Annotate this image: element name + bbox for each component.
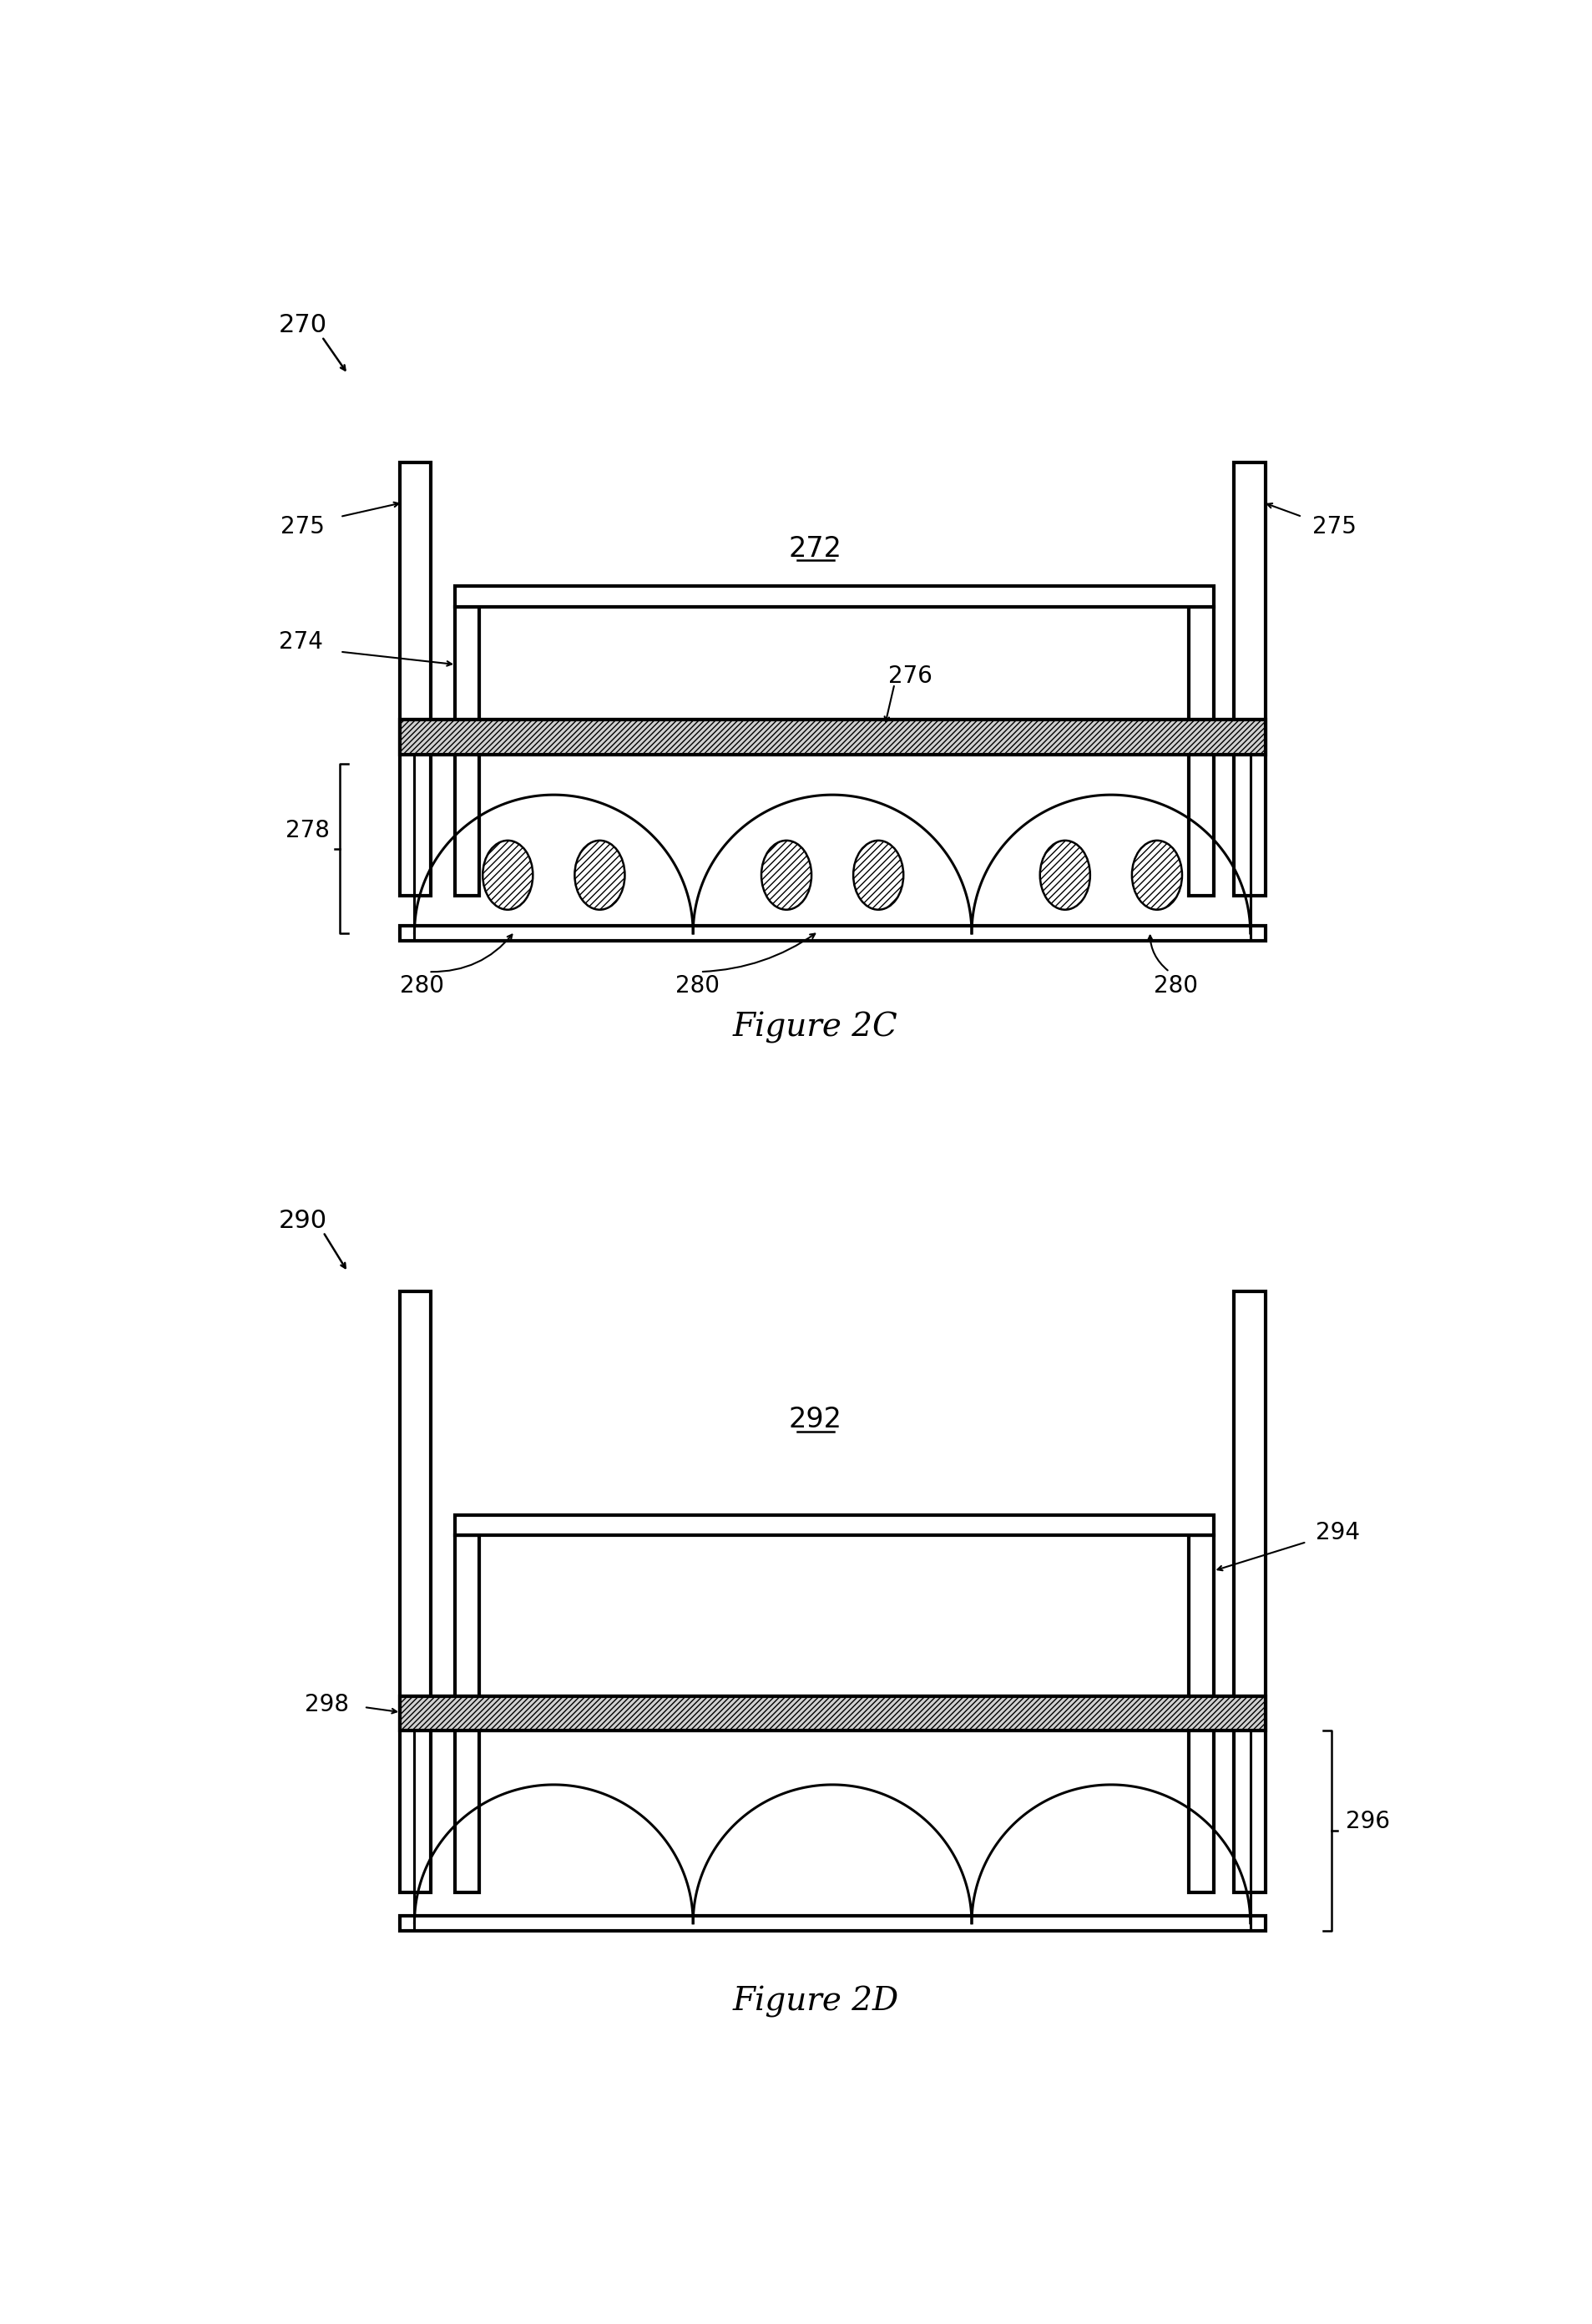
Ellipse shape xyxy=(575,841,624,909)
Bar xyxy=(1234,462,1266,897)
Text: 294: 294 xyxy=(1315,1520,1360,1543)
Bar xyxy=(400,1915,1266,1931)
Text: 276: 276 xyxy=(888,665,933,688)
Text: 278: 278 xyxy=(285,818,330,841)
Text: 275: 275 xyxy=(280,514,325,539)
Bar xyxy=(400,462,430,897)
Text: 280: 280 xyxy=(400,974,444,997)
Text: 290: 290 xyxy=(279,1208,326,1232)
Ellipse shape xyxy=(1040,841,1091,909)
Text: 274: 274 xyxy=(279,630,323,653)
Ellipse shape xyxy=(761,841,812,909)
Text: Figure 2D: Figure 2D xyxy=(732,1985,899,2017)
Bar xyxy=(1234,1292,1266,1892)
Text: Figure 2C: Figure 2C xyxy=(732,1011,898,1043)
Bar xyxy=(455,607,479,897)
Text: 272: 272 xyxy=(790,535,842,562)
Ellipse shape xyxy=(482,841,533,909)
Text: 298: 298 xyxy=(306,1692,349,1715)
Text: 296: 296 xyxy=(1345,1810,1390,1834)
Bar xyxy=(400,718,1266,755)
Text: 270: 270 xyxy=(279,314,326,337)
Bar xyxy=(1189,1536,1213,1892)
Bar xyxy=(400,925,1266,941)
Bar xyxy=(1189,607,1213,897)
Ellipse shape xyxy=(853,841,903,909)
Bar xyxy=(455,1536,479,1892)
Bar xyxy=(400,1292,430,1892)
Text: 280: 280 xyxy=(675,974,720,997)
Bar xyxy=(455,586,1213,607)
Text: 292: 292 xyxy=(790,1406,842,1434)
Bar xyxy=(455,1515,1213,1536)
Ellipse shape xyxy=(1132,841,1183,909)
Text: 280: 280 xyxy=(1154,974,1199,997)
Bar xyxy=(400,1697,1266,1731)
Text: 275: 275 xyxy=(1312,514,1356,539)
